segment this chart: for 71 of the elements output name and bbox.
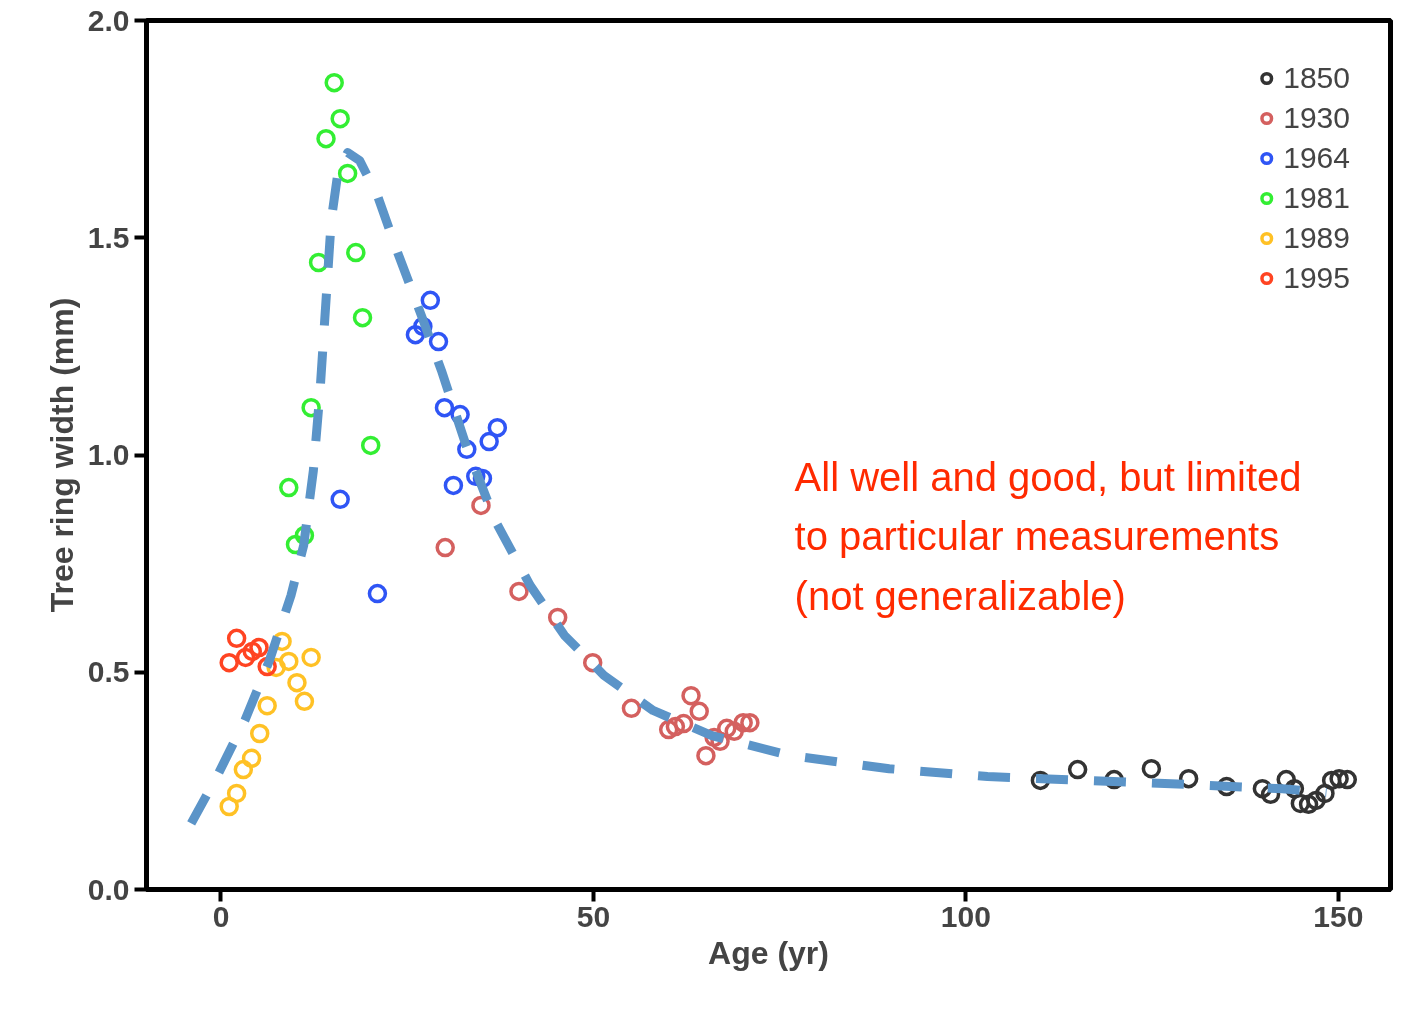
legend-label: 1981 xyxy=(1283,180,1350,216)
x-tick-label: 150 xyxy=(1313,899,1364,933)
point xyxy=(717,718,737,739)
point xyxy=(487,417,508,438)
legend-label: 1964 xyxy=(1283,140,1350,176)
y-tick-label: 0.5 xyxy=(87,655,130,689)
x-axis-title: Age (yr) xyxy=(708,934,829,971)
point xyxy=(249,723,270,744)
point xyxy=(219,652,239,673)
point xyxy=(352,307,373,328)
x-tick-label: 50 xyxy=(576,899,611,933)
point xyxy=(1321,770,1342,791)
annotation: All well and good, but limited to particular measurements (not generalizable) xyxy=(794,455,1302,618)
point xyxy=(1141,758,1162,779)
point xyxy=(316,128,336,149)
point xyxy=(696,745,716,766)
point xyxy=(428,331,449,352)
point xyxy=(242,641,263,662)
point xyxy=(1337,769,1358,790)
point xyxy=(287,672,307,693)
point xyxy=(733,712,753,733)
legend-label: 1850 xyxy=(1283,60,1350,96)
point xyxy=(330,489,350,510)
point xyxy=(294,691,315,712)
point xyxy=(1329,768,1349,789)
legend-label: 1995 xyxy=(1283,260,1350,296)
point xyxy=(724,721,744,742)
point xyxy=(434,397,455,418)
point xyxy=(420,290,441,311)
point xyxy=(1067,759,1088,780)
point xyxy=(673,713,694,734)
point xyxy=(249,637,269,658)
point xyxy=(509,581,529,602)
point xyxy=(324,72,344,93)
point xyxy=(689,701,709,722)
point xyxy=(233,759,254,780)
point xyxy=(621,698,642,719)
point xyxy=(740,712,760,733)
y-axis-title: Tree ring width (mm) xyxy=(43,297,80,613)
point xyxy=(301,647,321,668)
point xyxy=(1315,783,1335,804)
legend-label: 1989 xyxy=(1283,220,1350,256)
point xyxy=(226,628,247,649)
point xyxy=(279,477,299,498)
point xyxy=(241,748,262,769)
point xyxy=(1298,794,1319,815)
point xyxy=(346,242,366,263)
y-tick-label: 1.5 xyxy=(87,220,130,254)
y-tick-label: 1.0 xyxy=(87,438,130,471)
point xyxy=(330,108,350,129)
point xyxy=(219,796,239,817)
legend-label: 1930 xyxy=(1283,100,1350,136)
point xyxy=(367,583,388,604)
point xyxy=(360,435,381,456)
point xyxy=(1306,790,1326,811)
point xyxy=(443,475,464,496)
point xyxy=(665,716,686,737)
point xyxy=(1290,793,1311,814)
point xyxy=(235,647,256,668)
point xyxy=(681,685,701,706)
y-tick-label: 2.0 xyxy=(87,3,130,37)
point xyxy=(658,719,679,740)
point xyxy=(226,783,247,804)
y-tick-label: 0.0 xyxy=(87,872,130,906)
x-tick-label: 100 xyxy=(940,899,991,933)
point xyxy=(435,537,455,558)
point xyxy=(279,651,299,672)
point xyxy=(337,163,358,184)
x-tick-label: 0 xyxy=(212,899,230,933)
point xyxy=(479,431,499,452)
point xyxy=(257,695,277,716)
